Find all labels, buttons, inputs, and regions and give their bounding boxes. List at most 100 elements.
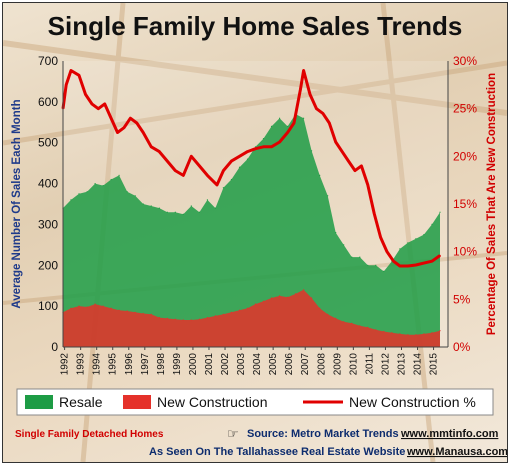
new-construction-pct-point: [341, 150, 343, 153]
resale-area-point: [415, 238, 417, 240]
resale-area-point: [383, 270, 385, 272]
resale-area: [63, 114, 440, 347]
new-construction-area-point: [78, 305, 80, 307]
new-construction-area-point: [86, 306, 88, 308]
x-axis-ticks: 1992 1993 1994 1995 1996 1997 1998 1999 2000 2001…: [60, 347, 440, 375]
resale-area-point: [359, 256, 361, 258]
resale-area-point: [375, 264, 377, 266]
y-tick-right: 25%: [453, 102, 477, 116]
resale-area-point: [118, 174, 120, 176]
new-construction-area-point: [126, 310, 128, 312]
y-tick-left: 700: [38, 54, 58, 68]
new-construction-area-point: [359, 325, 361, 327]
footer: Single Family Detached Homes ☞ Source: M…: [15, 427, 507, 458]
resale-area-point: [327, 195, 329, 197]
new-construction-area-point: [150, 313, 152, 315]
new-construction-pct-point: [216, 184, 218, 186]
new-construction-area-point: [407, 334, 409, 336]
resale-area-point: [214, 207, 216, 209]
resale-area-point: [70, 199, 72, 201]
resale-area-point: [142, 203, 144, 205]
new-construction-area-point: [190, 319, 192, 321]
resale-area-point: [262, 138, 265, 140]
pointing-hand-icon: ☞: [227, 427, 239, 442]
new-construction-pct-point: [334, 141, 337, 143]
legend-box: [16, 388, 494, 416]
new-construction-pct-point: [103, 103, 106, 105]
resale-area-point: [222, 187, 224, 189]
resale-area-point: [190, 205, 192, 207]
y-axis-left-label: Average Number Of Sales Each Month: [11, 99, 23, 308]
new-construction-area-point: [327, 313, 329, 315]
new-construction-pct-point: [367, 184, 369, 186]
x-tick-label: 2001: [204, 353, 215, 376]
new-construction-area-point: [287, 296, 289, 298]
resale-area-point: [126, 191, 128, 193]
new-construction-pct-point: [278, 141, 281, 143]
new-construction-area-point: [270, 297, 273, 299]
y-tick-left: 0: [51, 340, 58, 354]
new-construction-area-point: [222, 313, 224, 315]
new-construction-area-point: [134, 311, 136, 313]
x-tick-label: 2008: [316, 353, 327, 376]
new-construction-area-point: [335, 317, 337, 319]
new-construction-pct-point: [110, 117, 112, 119]
resale-area-point: [246, 158, 249, 160]
new-construction-pct-point: [84, 93, 87, 96]
new-construction-area-point: [70, 307, 72, 309]
new-construction-pct-point: [386, 250, 388, 253]
new-construction-pct-point: [158, 150, 161, 153]
new-construction-area-point: [375, 329, 377, 331]
new-construction-pct-point: [299, 88, 302, 91]
new-construction-pct-point: [198, 165, 201, 167]
new-construction-pct-point: [302, 69, 305, 72]
new-construction-pct-point: [392, 260, 395, 263]
new-construction-area-point: [343, 321, 345, 323]
new-construction-pct-point: [174, 169, 177, 172]
new-construction-area-point: [182, 319, 184, 321]
new-construction-area-point: [238, 309, 241, 311]
new-construction-area-point: [174, 318, 176, 320]
resale-area-point: [303, 117, 305, 119]
resale-area-point: [270, 125, 273, 127]
new-construction-pct-point: [142, 131, 144, 134]
resale-area-point: [102, 185, 104, 187]
new-construction-pct-point: [399, 265, 401, 267]
new-construction-pct-point: [354, 169, 356, 172]
x-tick-label: 2010: [348, 353, 359, 376]
x-tick-label: 1993: [76, 353, 87, 376]
new-construction-pct-point: [373, 212, 376, 215]
new-construction-area-point: [214, 315, 216, 317]
new-construction-pct-point: [238, 155, 241, 158]
x-tick-label: 2006: [284, 353, 295, 376]
new-construction-area-point: [279, 295, 281, 297]
new-construction-area-point: [198, 318, 200, 320]
new-construction-area-point: [431, 332, 433, 334]
new-construction-pct-point: [70, 69, 72, 72]
x-tick-label: 2012: [380, 353, 391, 376]
new-construction-area-point: [142, 312, 144, 315]
x-tick-label: 2011: [364, 353, 375, 375]
legend: Resale New Construction New Construction…: [16, 388, 494, 416]
y-tick-left: 100: [38, 299, 58, 313]
resale-area-point: [311, 150, 313, 152]
new-construction-pct-point: [270, 146, 273, 148]
new-construction-area-point: [439, 330, 441, 332]
x-tick-label: 2002: [220, 353, 231, 376]
footer-source-label: Source: Metro Market Trends: [247, 428, 399, 440]
x-tick-label: 1997: [140, 353, 151, 376]
footer-site-url[interactable]: www.Manausa.com: [406, 446, 507, 458]
resale-area-point: [110, 178, 112, 181]
resale-area-point: [279, 117, 281, 119]
y-tick-right: 15%: [453, 197, 477, 211]
resale-area-point: [439, 211, 441, 213]
new-construction-area-point: [110, 307, 112, 309]
x-tick-label: 1995: [108, 353, 119, 376]
resale-area-point: [335, 232, 337, 234]
footer-source-url[interactable]: www.mmtinfo.com: [400, 428, 499, 440]
x-tick-label: 2004: [252, 353, 263, 376]
new-construction-area-point: [319, 307, 321, 309]
resale-area-point: [78, 193, 80, 195]
resale-area-point: [86, 191, 88, 193]
new-construction-pct-point: [423, 262, 425, 264]
